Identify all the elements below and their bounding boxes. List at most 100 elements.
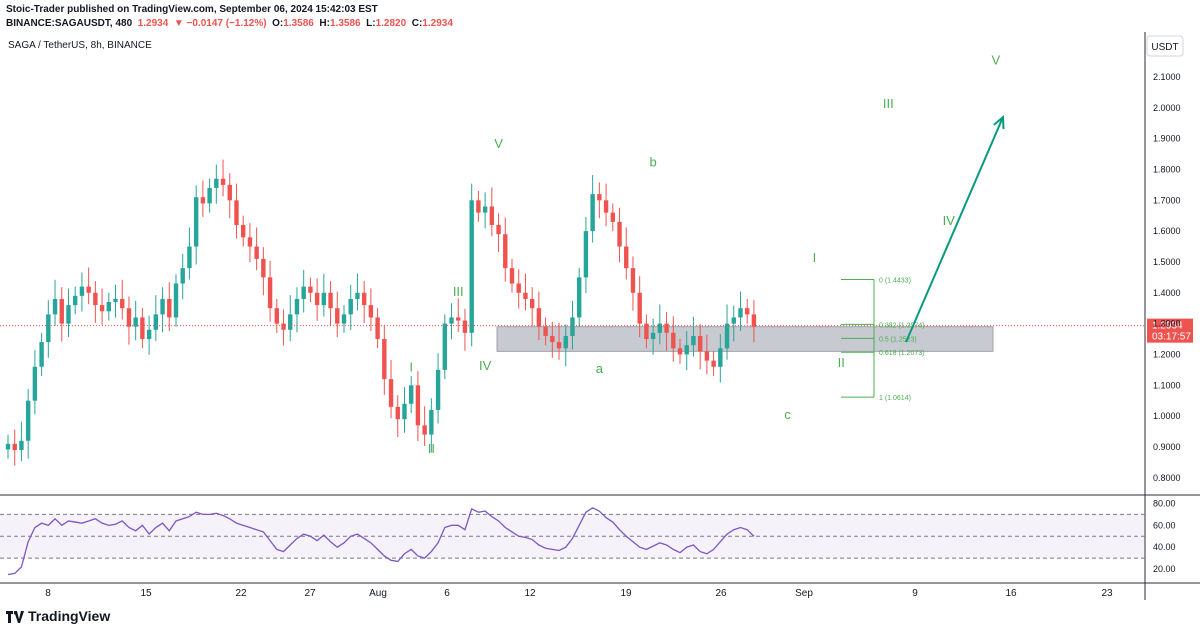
candle [294, 298, 300, 315]
price-tick-label: 1.0000 [1153, 411, 1181, 421]
tradingview-logo-icon [6, 610, 24, 623]
candle [597, 194, 602, 201]
candle [66, 305, 71, 324]
candle [314, 292, 320, 306]
candle [267, 277, 273, 309]
candle [462, 320, 468, 333]
candle [321, 292, 327, 306]
candle [442, 323, 447, 370]
candle [590, 194, 595, 232]
candle [348, 298, 353, 315]
wave-label: V [992, 53, 1001, 68]
wave-label: III [883, 96, 894, 111]
candle [435, 369, 441, 410]
candle [637, 292, 642, 324]
wave-label: IV [943, 213, 956, 228]
price-tick-label: 1.9000 [1153, 134, 1181, 144]
candle [99, 305, 105, 312]
candle [563, 335, 568, 349]
candle [482, 206, 488, 213]
candle [677, 348, 683, 355]
candle [301, 286, 306, 299]
wave-label: III [453, 284, 464, 299]
price-tick-label: 1.4000 [1153, 288, 1181, 298]
candle [751, 314, 757, 327]
candle [207, 187, 212, 204]
price-chart-svg[interactable]: USDT SAGA / TetherUS, 8h, BINANCE 1.2934… [0, 32, 1200, 600]
candle [644, 323, 649, 340]
footer: TradingView [0, 600, 1200, 632]
candle [274, 308, 279, 324]
high-label: H: [319, 18, 330, 29]
candle [241, 224, 246, 238]
time-tick-label: Sep [795, 588, 813, 599]
candle [79, 286, 85, 296]
price-tick-label: 0.8000 [1153, 473, 1181, 483]
rsi-line [7, 507, 755, 576]
candle [261, 258, 266, 278]
wave-label: b [650, 154, 657, 169]
candle [724, 323, 730, 349]
candle [536, 308, 542, 327]
wave-label: I [813, 250, 817, 265]
candle [368, 305, 374, 318]
candle [12, 443, 17, 451]
time-tick-label: 8 [45, 588, 51, 599]
candle [5, 443, 11, 450]
chart-area[interactable]: USDT SAGA / TetherUS, 8h, BINANCE 1.2934… [0, 32, 1200, 600]
candle [361, 292, 367, 306]
price-pane[interactable] [0, 32, 1145, 495]
chart-header: Stoic-Trader published on TradingView.co… [0, 0, 1200, 32]
candle [328, 292, 333, 309]
tradingview-logo[interactable]: TradingView [6, 608, 110, 624]
close-value: 1.2934 [422, 18, 453, 29]
time-tick-label: 26 [715, 588, 727, 599]
high-value: 1.3586 [329, 18, 361, 29]
price-tick-label: 1.5000 [1153, 257, 1181, 267]
candle [476, 200, 481, 213]
candle [489, 206, 495, 225]
candle [395, 406, 400, 420]
candle [523, 292, 528, 299]
time-tick-label: 22 [235, 588, 247, 599]
candle [583, 231, 589, 278]
candle [402, 403, 407, 420]
candle [113, 298, 118, 303]
ohlc-line: BINANCE:SAGAUSDT, 480 1.2934 ▼ −0.0147 (… [6, 18, 453, 29]
open-label: O: [272, 18, 284, 29]
candle [227, 184, 232, 201]
candle [630, 268, 636, 293]
candle [19, 440, 24, 451]
candle [341, 314, 347, 324]
candle [126, 308, 132, 327]
forecast-arrow [905, 116, 1004, 343]
price-tick-label: 1.7000 [1153, 195, 1181, 205]
candle [691, 335, 696, 346]
candle [200, 197, 206, 204]
candle [146, 329, 152, 340]
candle [529, 298, 535, 309]
rsi-tick-label: 20.00 [1153, 564, 1176, 574]
fib-level-label: 0.382 (1.2974) [879, 322, 925, 329]
candle [469, 200, 474, 333]
candle [167, 298, 172, 318]
time-tick-label: 19 [620, 588, 632, 599]
candle [375, 317, 380, 340]
price-tick-label: 1.3000 [1153, 319, 1181, 329]
candle [153, 314, 159, 330]
candle [247, 237, 253, 247]
price-tick-label: 0.9000 [1153, 442, 1181, 452]
candle [664, 323, 669, 333]
fib-level-label: 0.618 (1.2073) [879, 350, 925, 357]
candle [704, 351, 710, 361]
candle [603, 200, 609, 213]
candle [39, 342, 44, 367]
price-tick-label: 1.6000 [1153, 226, 1181, 236]
candle [234, 200, 239, 225]
candle [335, 308, 340, 324]
candle [173, 283, 179, 318]
candle [355, 292, 360, 299]
rsi-tick-label: 40.00 [1153, 542, 1176, 552]
currency-box[interactable] [1146, 35, 1184, 57]
candle [711, 360, 716, 367]
